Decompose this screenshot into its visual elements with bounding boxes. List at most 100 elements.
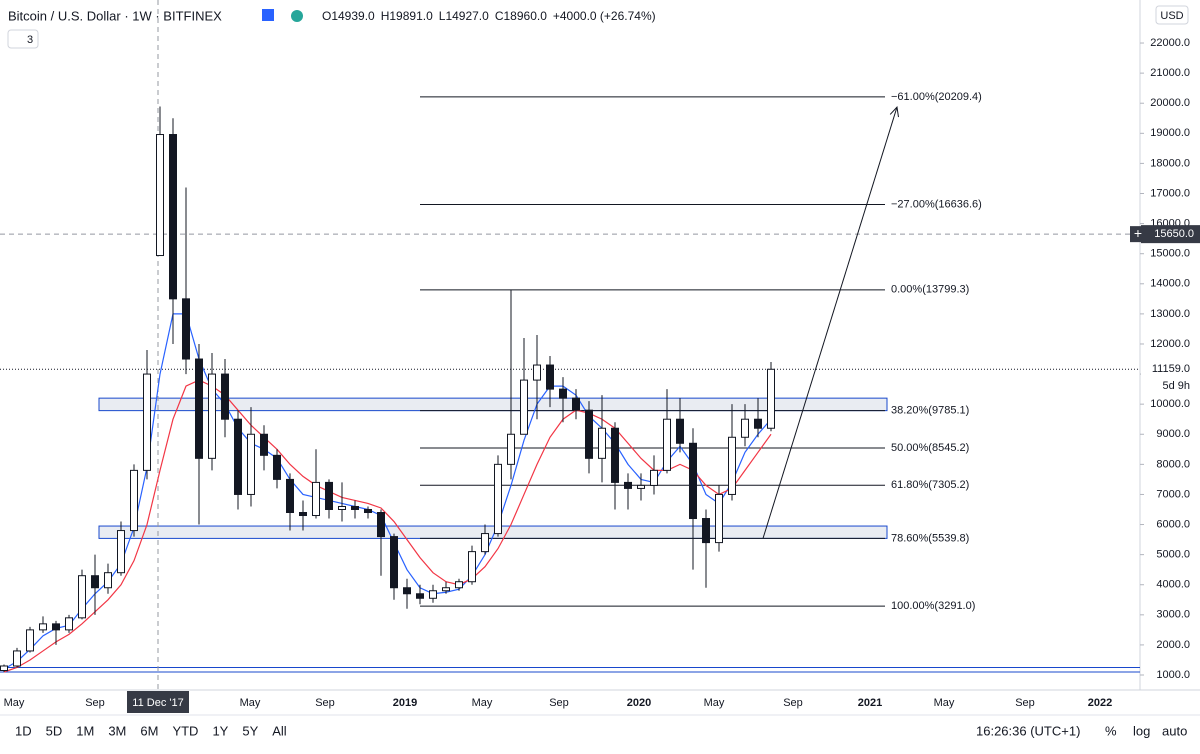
crosshair-price-badge (1141, 225, 1200, 244)
candle-body (481, 533, 489, 553)
range-button[interactable]: All (272, 723, 287, 738)
y-tick-label: 17000.0 (1150, 187, 1190, 199)
range-button[interactable]: 6M (140, 723, 158, 738)
candle-body (91, 575, 99, 589)
candle-body (390, 536, 398, 589)
candle-body (650, 469, 658, 486)
candle-body (195, 358, 203, 459)
candle-body (416, 593, 424, 599)
y-tick-label: 10000.0 (1150, 398, 1190, 410)
candle-body (364, 508, 372, 514)
fib-label: 100.00%(3291.0) (891, 600, 975, 612)
candle-body (182, 298, 190, 360)
candle-body (455, 581, 463, 589)
candle-body (247, 433, 255, 495)
y-tick-label: 6000.0 (1156, 518, 1190, 530)
x-tick-label: Sep (315, 697, 335, 709)
candle-body (299, 512, 307, 517)
scale-option[interactable]: auto (1162, 723, 1187, 738)
arrow-head (889, 106, 899, 118)
indicator-toggle[interactable] (7, 29, 39, 49)
currency: USD (1160, 10, 1183, 22)
y-tick-label: 3000.0 (1156, 609, 1190, 621)
symbol: Bitcoin / U.S. Dollar · 1W · BITFINEX (8, 8, 222, 23)
candle-body (221, 373, 229, 420)
candle-body (494, 463, 502, 535)
candle-body (325, 481, 333, 510)
candle-body (143, 373, 151, 471)
ohlc-value: C18960.0 (495, 9, 547, 23)
candle-body (676, 418, 684, 444)
candle-body (403, 587, 411, 595)
candle-body (273, 454, 281, 480)
candle-body (169, 134, 177, 300)
last-price-label: 11159.0 (1152, 363, 1190, 375)
x-tick-label: Sep (1015, 697, 1035, 709)
fib-label: −27.00%(16636.6) (891, 198, 982, 210)
range-button[interactable]: 5Y (242, 723, 258, 738)
candle-body (637, 484, 645, 489)
scale-option[interactable]: % (1105, 723, 1117, 738)
x-tick-label: May (240, 697, 261, 709)
candle-body (156, 134, 164, 257)
candle-body (65, 617, 73, 631)
range-button[interactable]: YTD (172, 723, 198, 738)
candle-body (715, 493, 723, 544)
candle-body (117, 530, 125, 574)
y-tick-label: 1000.0 (1156, 669, 1190, 681)
candle-body (442, 587, 450, 592)
y-tick-label: 22000.0 (1150, 37, 1190, 49)
candle-body (0, 665, 8, 671)
candle-body (572, 397, 580, 411)
candle-body (728, 436, 736, 495)
y-tick-label: 18000.0 (1150, 157, 1190, 169)
range-button[interactable]: 3M (108, 723, 126, 738)
y-tick-label: 5000.0 (1156, 549, 1190, 561)
y-tick-label: 14000.0 (1150, 278, 1190, 290)
scale-option[interactable]: log (1133, 723, 1150, 738)
crosshair-plus[interactable] (1130, 226, 1146, 243)
candle-body (546, 364, 554, 390)
candle-body (26, 629, 34, 652)
candle-body (234, 418, 242, 495)
moving-average (3, 379, 772, 673)
x-tick-label: 2022 (1088, 697, 1112, 709)
x-tick-label: 2020 (627, 697, 651, 709)
fib-label: 61.80%(7305.2) (891, 479, 969, 491)
candle-body (598, 427, 606, 459)
crosshair-price: 15650.0 (1154, 228, 1194, 240)
fib-label: 50.00%(8545.2) (891, 442, 969, 454)
crosshair-date: 11 Dec '17 (132, 697, 183, 709)
candle-body (286, 478, 294, 514)
candle-body (507, 433, 515, 465)
last-price-badge (1141, 360, 1200, 379)
candle-body (468, 551, 476, 583)
ohlc-value: H19891.0 (381, 9, 433, 23)
x-tick-label: May (4, 697, 25, 709)
range-button[interactable]: 1M (76, 723, 94, 738)
candle-body (689, 442, 697, 520)
fib-label: 38.20%(9785.1) (891, 405, 969, 417)
x-tick-label: May (934, 697, 955, 709)
range-button[interactable]: 1D (15, 723, 32, 738)
range-button[interactable]: 1Y (212, 723, 228, 738)
candle-body (767, 368, 775, 429)
y-tick-label: 4000.0 (1156, 579, 1190, 591)
candle-body (13, 650, 21, 667)
fib-label: −61.00%(20209.4) (891, 91, 982, 103)
indicator-count[interactable]: 3 (27, 34, 33, 46)
candle-body (260, 433, 268, 456)
range-button[interactable]: 5D (46, 723, 63, 738)
y-tick-label: 7000.0 (1156, 488, 1190, 500)
flag-icon[interactable] (262, 9, 274, 21)
x-tick-label: May (704, 697, 725, 709)
candle-body (130, 469, 138, 532)
candle-body (104, 572, 112, 589)
y-tick-label: 19000.0 (1150, 127, 1190, 139)
candle-body (208, 373, 216, 459)
candle-body (338, 505, 346, 510)
candle-body (559, 388, 567, 399)
